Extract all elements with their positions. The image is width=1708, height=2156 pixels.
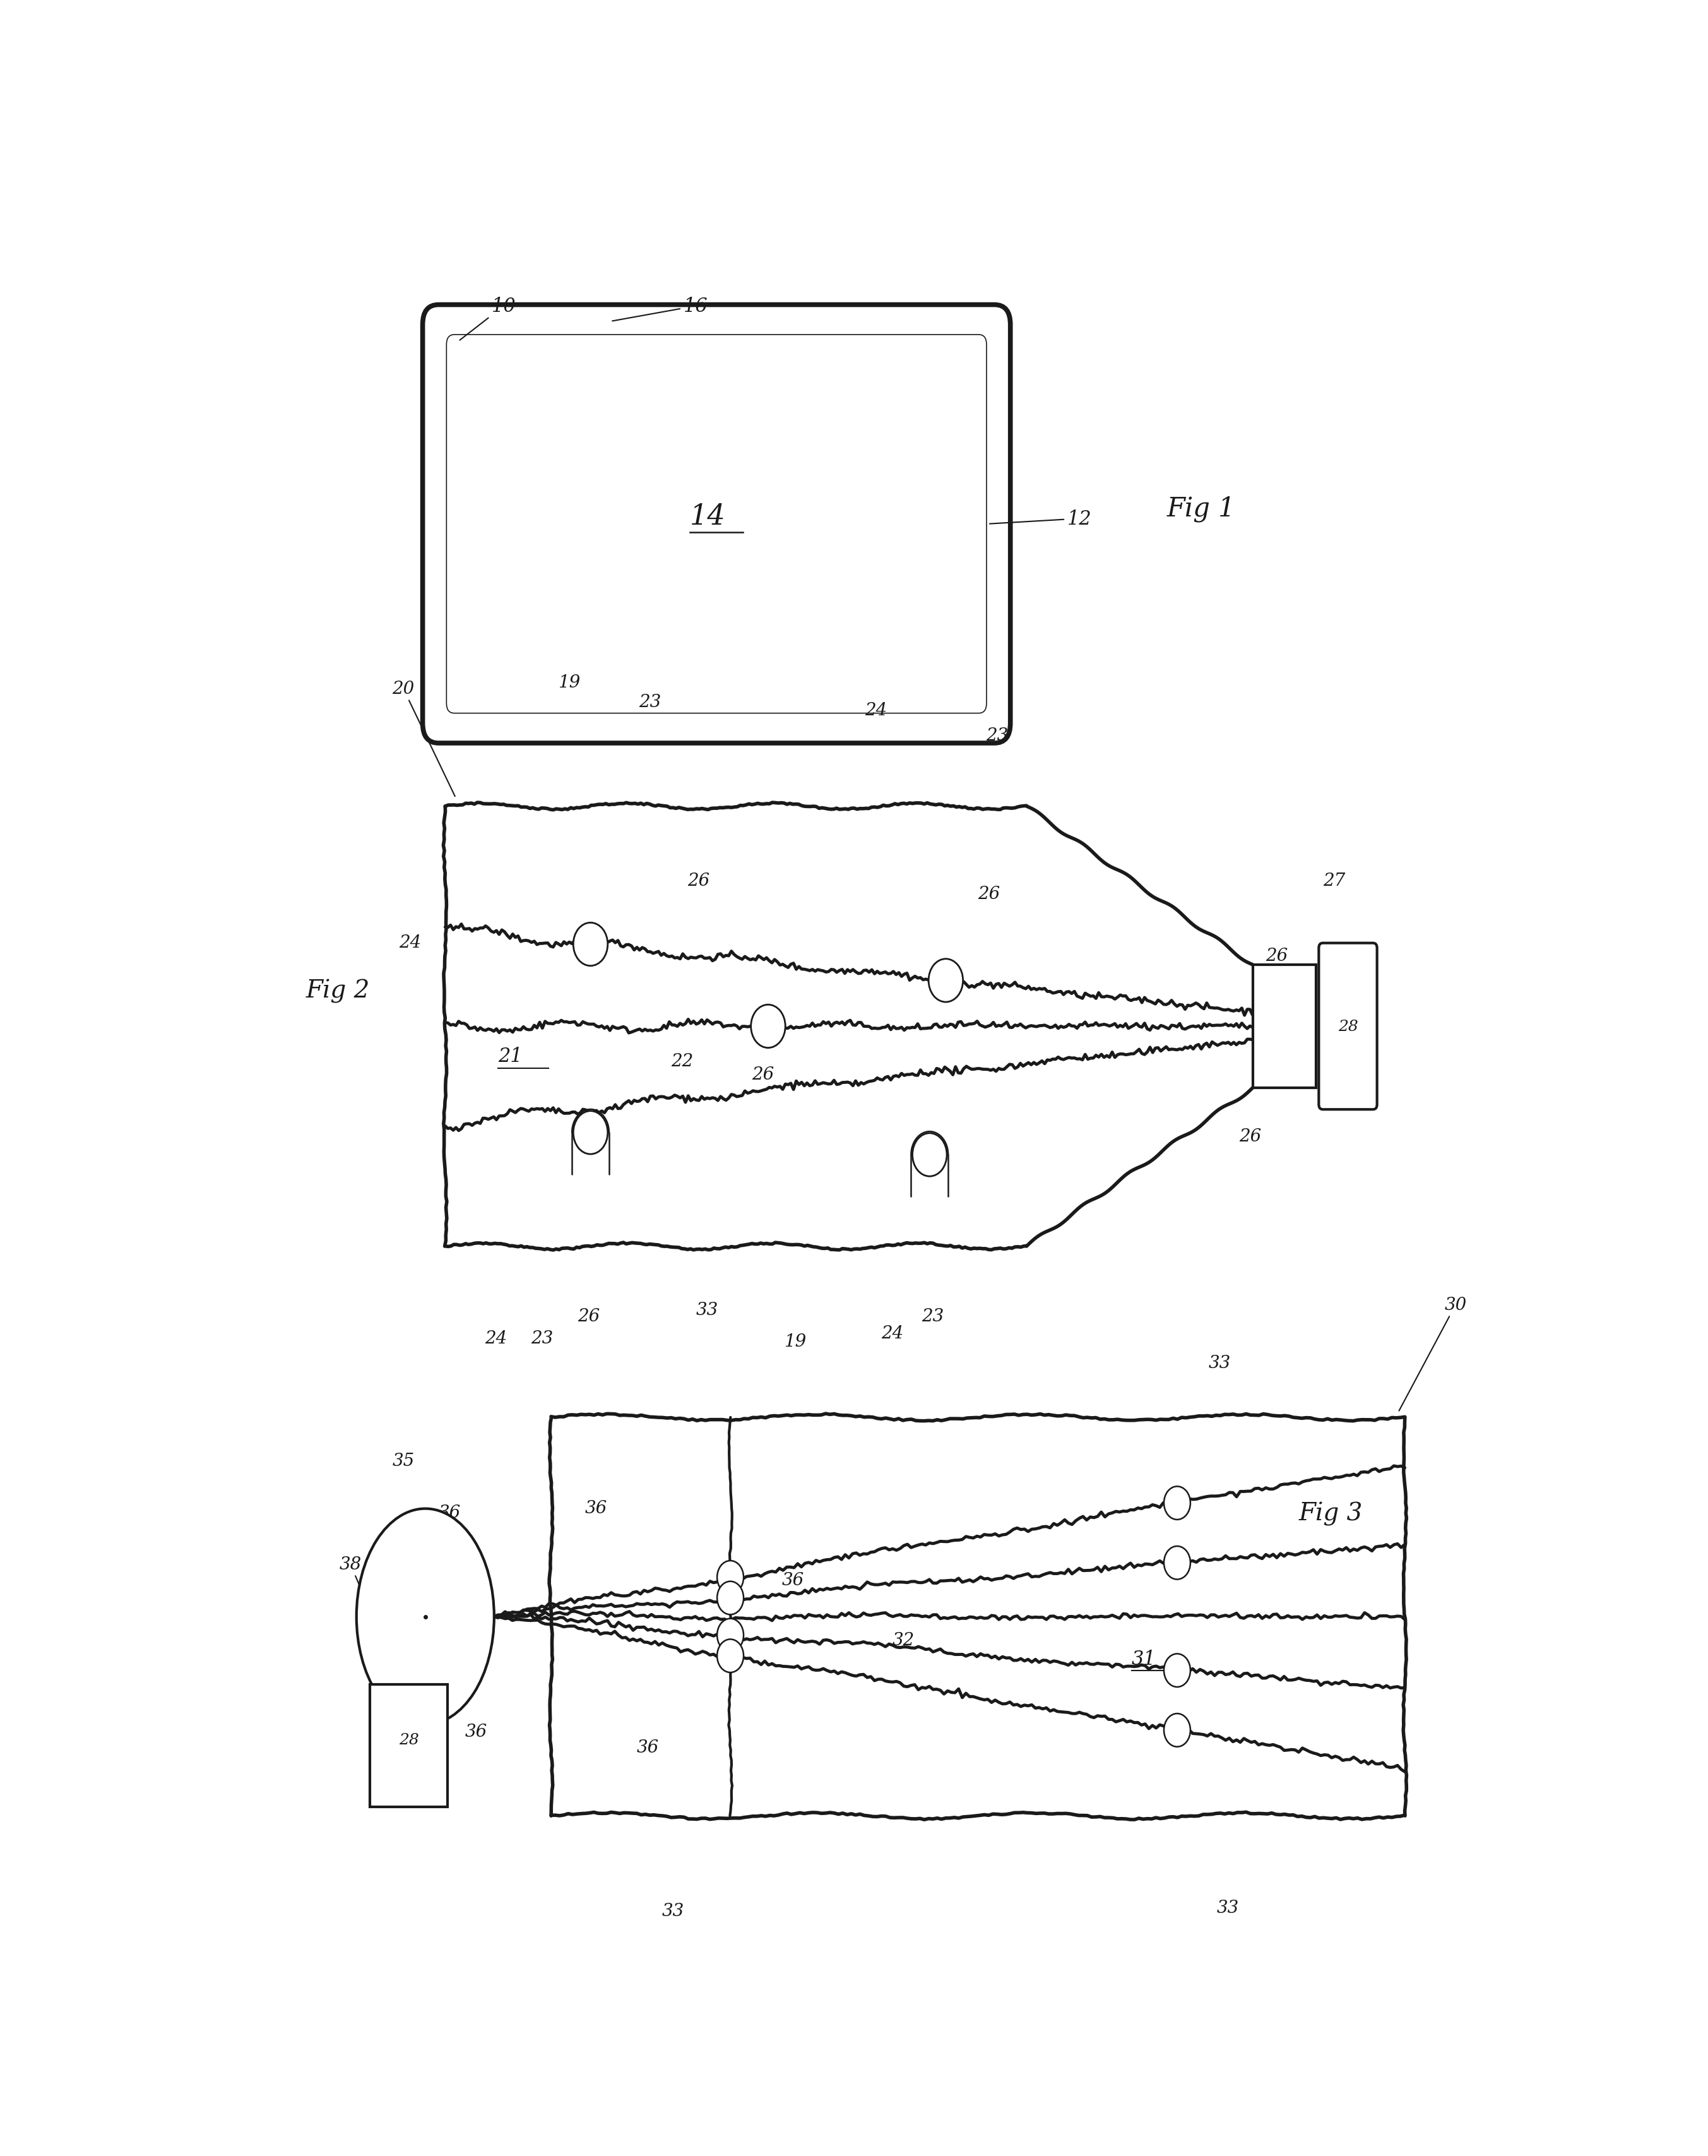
- Text: 10: 10: [459, 298, 516, 341]
- Text: 26: 26: [1266, 946, 1288, 964]
- FancyBboxPatch shape: [422, 306, 1011, 744]
- Circle shape: [717, 1583, 743, 1615]
- Text: 36: 36: [782, 1572, 804, 1589]
- Circle shape: [717, 1561, 743, 1593]
- Text: Fig 1: Fig 1: [1167, 496, 1235, 522]
- Text: 20: 20: [393, 681, 454, 798]
- Circle shape: [1163, 1485, 1190, 1520]
- Text: 33: 33: [1218, 1899, 1240, 1917]
- Text: 33: 33: [697, 1302, 719, 1317]
- Circle shape: [912, 1134, 946, 1177]
- Circle shape: [1163, 1654, 1190, 1688]
- Text: Fig 3: Fig 3: [1298, 1503, 1363, 1526]
- Text: 24: 24: [881, 1324, 904, 1341]
- FancyBboxPatch shape: [369, 1684, 447, 1807]
- Text: 28: 28: [1337, 1020, 1358, 1033]
- Circle shape: [717, 1619, 743, 1651]
- Text: 24: 24: [400, 934, 422, 951]
- Text: 31: 31: [1132, 1649, 1156, 1669]
- Circle shape: [574, 923, 608, 966]
- Text: 24: 24: [864, 703, 886, 720]
- Text: 16: 16: [613, 298, 707, 321]
- FancyBboxPatch shape: [1319, 944, 1377, 1110]
- FancyBboxPatch shape: [446, 334, 987, 714]
- Text: 23: 23: [986, 727, 1008, 744]
- Text: 23: 23: [922, 1309, 945, 1326]
- Text: 28: 28: [398, 1733, 418, 1746]
- Circle shape: [1163, 1546, 1190, 1580]
- Text: 23: 23: [531, 1330, 553, 1348]
- Circle shape: [1163, 1714, 1190, 1746]
- Ellipse shape: [357, 1509, 494, 1725]
- Text: Fig 2: Fig 2: [306, 979, 371, 1003]
- Bar: [1252, 966, 1317, 1089]
- Text: 26: 26: [577, 1309, 600, 1326]
- Text: 32: 32: [893, 1632, 915, 1649]
- Circle shape: [929, 959, 963, 1003]
- Text: 12: 12: [989, 509, 1091, 528]
- Text: 24: 24: [485, 1330, 507, 1348]
- Text: 26: 26: [1240, 1128, 1262, 1145]
- Text: 22: 22: [671, 1052, 693, 1069]
- Text: 26: 26: [979, 886, 1001, 903]
- Text: 14: 14: [690, 502, 726, 530]
- Text: 38: 38: [340, 1557, 389, 1658]
- Text: 30: 30: [1399, 1296, 1467, 1410]
- Circle shape: [752, 1005, 786, 1048]
- Text: 19: 19: [559, 675, 581, 690]
- Circle shape: [574, 1110, 608, 1153]
- Text: 33: 33: [1209, 1354, 1231, 1371]
- Text: 27: 27: [1322, 873, 1344, 890]
- Text: 35: 35: [393, 1451, 415, 1468]
- Text: 21: 21: [499, 1046, 523, 1065]
- Text: 36: 36: [439, 1505, 461, 1520]
- Text: 19: 19: [784, 1332, 806, 1350]
- Text: 23: 23: [639, 694, 661, 711]
- Text: 36: 36: [465, 1723, 487, 1740]
- Text: 26: 26: [752, 1065, 774, 1082]
- Text: 33: 33: [663, 1902, 685, 1919]
- Text: 36: 36: [637, 1740, 659, 1755]
- Text: 26: 26: [687, 873, 709, 890]
- Text: 36: 36: [586, 1501, 608, 1518]
- Circle shape: [717, 1639, 743, 1673]
